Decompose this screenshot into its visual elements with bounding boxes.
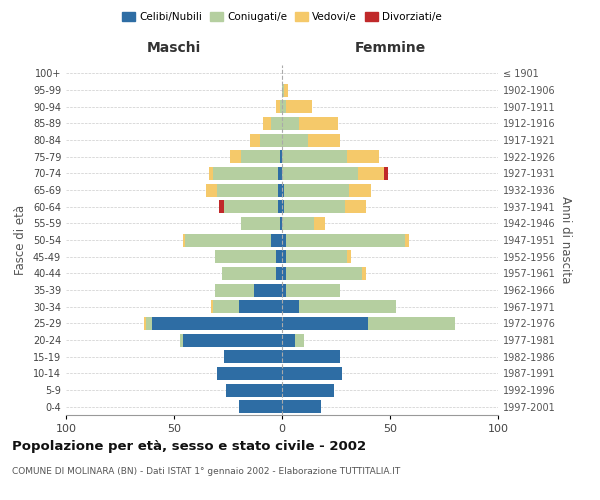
Bar <box>282 167 358 180</box>
Bar <box>226 384 282 396</box>
Bar <box>275 267 282 280</box>
Legend: Celibi/Nubili, Coniugati/e, Vedovi/e, Divorziati/e: Celibi/Nubili, Coniugati/e, Vedovi/e, Di… <box>118 8 446 26</box>
Bar <box>239 300 282 313</box>
Bar <box>282 300 299 313</box>
Bar <box>213 167 278 180</box>
Bar <box>282 367 343 380</box>
Bar <box>220 200 224 213</box>
Bar <box>282 384 334 396</box>
Bar <box>295 334 304 346</box>
Bar <box>282 234 286 246</box>
Bar <box>282 200 284 213</box>
Bar <box>286 234 405 246</box>
Bar <box>215 284 254 296</box>
Bar <box>254 284 282 296</box>
Bar <box>181 334 182 346</box>
Bar <box>282 284 286 296</box>
Y-axis label: Fasce di età: Fasce di età <box>14 205 27 275</box>
Text: Maschi: Maschi <box>147 41 201 55</box>
Bar <box>282 100 286 113</box>
Bar <box>282 250 286 263</box>
Bar <box>260 134 282 146</box>
Bar <box>263 117 271 130</box>
Bar <box>286 284 340 296</box>
Bar <box>241 150 280 163</box>
Y-axis label: Anni di nascita: Anni di nascita <box>559 196 572 284</box>
Bar <box>146 317 152 330</box>
Bar <box>224 200 278 213</box>
Bar <box>278 184 282 196</box>
Bar <box>368 317 455 330</box>
Bar <box>221 267 275 280</box>
Bar <box>314 217 325 230</box>
Bar <box>224 350 282 363</box>
Bar <box>308 134 340 146</box>
Bar <box>275 250 282 263</box>
Bar <box>144 317 146 330</box>
Bar <box>278 167 282 180</box>
Bar <box>349 184 371 196</box>
Bar <box>282 184 284 196</box>
Bar <box>182 334 282 346</box>
Bar <box>217 367 282 380</box>
Bar <box>282 400 321 413</box>
Bar <box>278 200 282 213</box>
Bar <box>286 100 312 113</box>
Bar <box>280 217 282 230</box>
Bar <box>271 234 282 246</box>
Bar <box>250 134 260 146</box>
Bar <box>282 150 347 163</box>
Bar <box>282 217 314 230</box>
Bar <box>152 317 282 330</box>
Bar <box>275 100 280 113</box>
Text: Femmine: Femmine <box>355 41 425 55</box>
Bar <box>362 267 366 280</box>
Bar <box>347 250 351 263</box>
Bar <box>280 150 282 163</box>
Bar <box>282 334 295 346</box>
Bar <box>211 300 213 313</box>
Bar <box>282 84 284 96</box>
Bar <box>347 150 379 163</box>
Bar <box>299 117 338 130</box>
Bar <box>299 300 397 313</box>
Bar <box>230 150 241 163</box>
Bar <box>344 200 366 213</box>
Bar <box>282 350 340 363</box>
Bar <box>182 234 185 246</box>
Bar <box>284 84 289 96</box>
Bar <box>213 300 239 313</box>
Bar <box>282 267 286 280</box>
Bar <box>271 117 282 130</box>
Bar <box>217 184 278 196</box>
Bar <box>284 184 349 196</box>
Bar <box>383 167 388 180</box>
Bar <box>358 167 383 180</box>
Bar <box>282 317 368 330</box>
Bar <box>286 250 347 263</box>
Bar <box>241 217 280 230</box>
Text: COMUNE DI MOLINARA (BN) - Dati ISTAT 1° gennaio 2002 - Elaborazione TUTTITALIA.I: COMUNE DI MOLINARA (BN) - Dati ISTAT 1° … <box>12 468 400 476</box>
Bar <box>239 400 282 413</box>
Bar <box>286 267 362 280</box>
Bar <box>215 250 275 263</box>
Bar <box>185 234 271 246</box>
Bar <box>405 234 409 246</box>
Bar <box>282 117 299 130</box>
Bar <box>280 100 282 113</box>
Bar <box>284 200 344 213</box>
Bar <box>282 134 308 146</box>
Bar <box>209 167 213 180</box>
Text: Popolazione per età, sesso e stato civile - 2002: Popolazione per età, sesso e stato civil… <box>12 440 366 453</box>
Bar <box>206 184 217 196</box>
